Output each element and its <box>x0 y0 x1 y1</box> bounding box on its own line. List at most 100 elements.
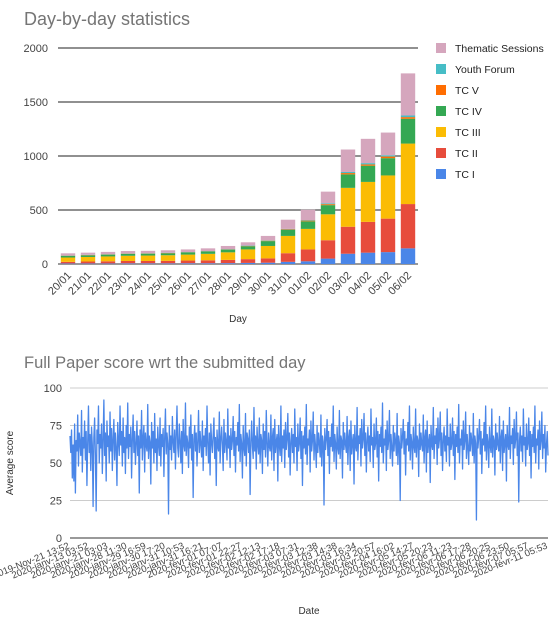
bar-segment <box>140 250 156 254</box>
bar-segment <box>340 173 356 175</box>
bar-segment <box>120 253 136 256</box>
bar-segment <box>280 229 296 230</box>
bar-segment <box>200 253 216 261</box>
bar-segment <box>60 257 76 262</box>
bar-segment <box>340 171 356 174</box>
bar-segment <box>100 256 116 262</box>
y-tick-label: 25 <box>50 496 62 508</box>
legend-swatch <box>436 106 446 116</box>
bar-segment <box>300 220 316 221</box>
bar-segment <box>400 73 416 116</box>
bar-segment <box>380 155 396 157</box>
bar-segment <box>300 220 316 222</box>
y-tick-label: 50 <box>50 458 62 470</box>
bar-segment <box>260 241 276 246</box>
bar-segment <box>60 253 76 256</box>
legend-swatch <box>436 148 446 158</box>
bar-segment <box>320 214 336 241</box>
legend-label: Youth Forum <box>455 64 515 76</box>
bar-segment <box>260 262 276 264</box>
bar-segment <box>140 253 156 256</box>
bar-segment <box>60 255 76 258</box>
bar-segment <box>320 204 336 206</box>
bar-segment <box>400 143 416 205</box>
bar-segment <box>240 262 256 264</box>
bar-segment <box>280 228 296 230</box>
y-axis-label: Average score <box>5 430 16 495</box>
bar-segment <box>360 221 376 253</box>
legend-label: TC I <box>455 169 475 181</box>
bar-segment <box>200 263 216 264</box>
bar-segment <box>400 117 416 119</box>
x-axis-label: Day <box>229 314 247 325</box>
bar-segment <box>120 260 136 264</box>
bar-segment <box>60 261 76 264</box>
bar-segment <box>340 226 356 254</box>
legend-swatch <box>436 85 446 95</box>
bar-segment <box>380 158 396 176</box>
bar-segment <box>360 138 376 164</box>
bar-segment <box>300 249 316 262</box>
bar-segment <box>260 258 276 263</box>
y-tick-label: 1500 <box>24 97 48 109</box>
bar-segment <box>360 164 376 166</box>
y-tick-label: 0 <box>42 259 48 271</box>
bar-segment <box>160 263 176 264</box>
legend-label: Thematic Sessions <box>455 43 544 55</box>
series-line <box>69 399 549 521</box>
bar-segment <box>280 253 296 262</box>
bar-segment <box>280 261 296 264</box>
bar-segment <box>120 251 136 254</box>
bar-segment <box>80 261 96 264</box>
legend-swatch <box>436 169 446 179</box>
bar-segment <box>180 249 196 253</box>
bar-segment <box>320 191 336 204</box>
bar-segment <box>240 246 256 250</box>
bar-segment <box>160 255 176 261</box>
bar-segment <box>220 245 236 249</box>
bar-segment <box>100 251 116 255</box>
legend-swatch <box>436 43 446 53</box>
bar-segment <box>140 255 156 261</box>
bar-segment <box>100 261 116 264</box>
bar-segment <box>200 251 216 254</box>
bar-segment <box>400 204 416 249</box>
bar-segment <box>380 175 396 219</box>
bar-segment <box>360 163 376 165</box>
bar-segment <box>160 260 176 264</box>
legend-label: TC V <box>455 85 479 97</box>
bar-segment <box>380 252 396 264</box>
daily-stacked-bar-chart: 050010001500200020/0121/0122/0123/0124/0… <box>24 43 544 325</box>
legend-swatch <box>436 127 446 137</box>
bar-segment <box>220 252 236 260</box>
bar-segment <box>200 260 216 264</box>
bar-segment <box>400 248 416 264</box>
legend-label: TC III <box>455 127 481 139</box>
y-tick-label: 2000 <box>24 43 48 55</box>
bar-segment <box>200 248 216 252</box>
bar-segment <box>120 263 136 264</box>
bar-segment <box>180 252 196 255</box>
bar-segment <box>160 250 176 253</box>
bar-segment <box>240 259 256 263</box>
bar-segment <box>340 187 356 227</box>
bar-segment <box>340 174 356 188</box>
legend-label: TC IV <box>455 106 482 118</box>
bar-segment <box>320 258 336 264</box>
bar-segment <box>220 249 236 253</box>
bar-segment <box>360 181 376 222</box>
bar-segment <box>240 242 256 246</box>
y-tick-label: 500 <box>30 205 48 217</box>
bar-segment <box>280 235 296 254</box>
chart-title-score: Full Paper score wrt the submitted day <box>24 354 306 372</box>
bar-segment <box>80 255 96 257</box>
bar-segment <box>240 249 256 260</box>
bar-segment <box>300 261 316 264</box>
bar-segment <box>220 259 236 264</box>
bar-segment <box>60 263 76 264</box>
y-tick-label: 1000 <box>24 151 48 163</box>
legend-swatch <box>436 64 446 74</box>
bar-segment <box>300 221 316 229</box>
bar-segment <box>280 229 296 236</box>
